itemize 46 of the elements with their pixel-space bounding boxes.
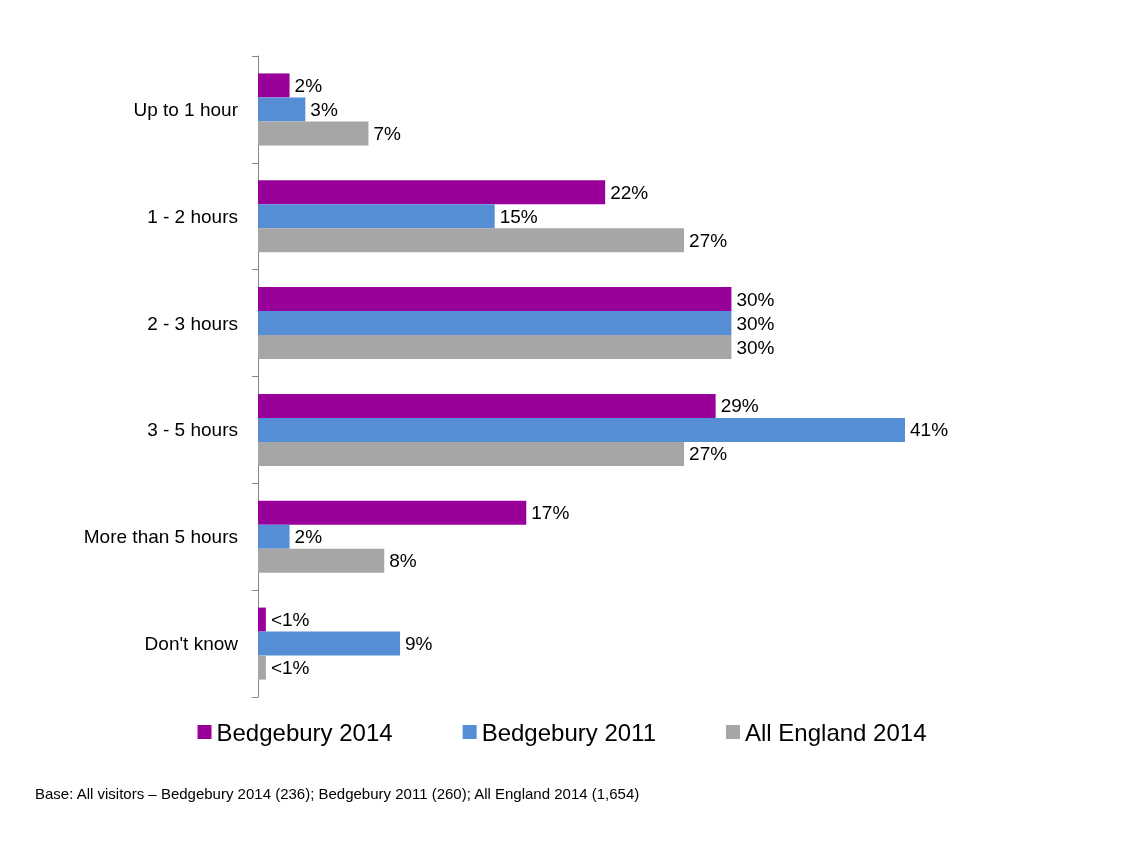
data-label: <1% [270,609,310,631]
y-tick-label: 1 - 2 hours [147,205,238,227]
bar [258,607,266,632]
bar [258,228,685,253]
bar [258,204,495,229]
bar [258,500,527,525]
bar [258,631,401,656]
data-label: 41% [910,419,949,441]
bar [258,548,385,573]
y-tick-label: 3 - 5 hours [147,419,238,441]
data-label: 2% [294,74,323,96]
data-label: 27% [689,229,728,251]
bar [258,524,290,549]
data-label: 9% [405,633,433,655]
data-label: <1% [270,657,310,679]
bar [258,287,732,312]
data-label: 30% [736,312,775,334]
legend-label: All England 2014 [745,718,927,746]
data-label: 17% [531,502,570,524]
bar [258,121,369,146]
bar [258,417,905,442]
data-label: 30% [736,288,775,310]
data-label: 15% [499,205,538,227]
data-label: 30% [736,336,775,358]
data-label: 8% [389,550,417,572]
bar [258,97,306,122]
data-label: 7% [373,122,402,144]
y-tick-label: 2 - 3 hours [147,312,238,334]
y-tick-label: More than 5 hours [83,526,238,548]
bar [258,441,685,466]
data-label: 2% [294,526,323,548]
bar [258,335,732,360]
legend-label: Bedgebury 2014 [216,718,393,746]
data-label: 29% [720,395,759,417]
bar [258,393,716,418]
bar [258,180,606,205]
data-label: 3% [310,98,338,120]
data-label: 27% [689,443,728,465]
data-label: 22% [610,181,649,203]
bar [258,311,732,336]
bar [258,655,266,680]
legend-label: Bedgebury 2011 [481,718,657,746]
bar [258,73,290,98]
y-tick-label: Don't know [144,633,239,655]
text: Base: All visitors – Bedgebury 2014 (236); Bedgebury 2011 (260); All England 2014 (1,654) [35,785,640,802]
y-tick-label: Up to 1 hour [133,98,239,120]
